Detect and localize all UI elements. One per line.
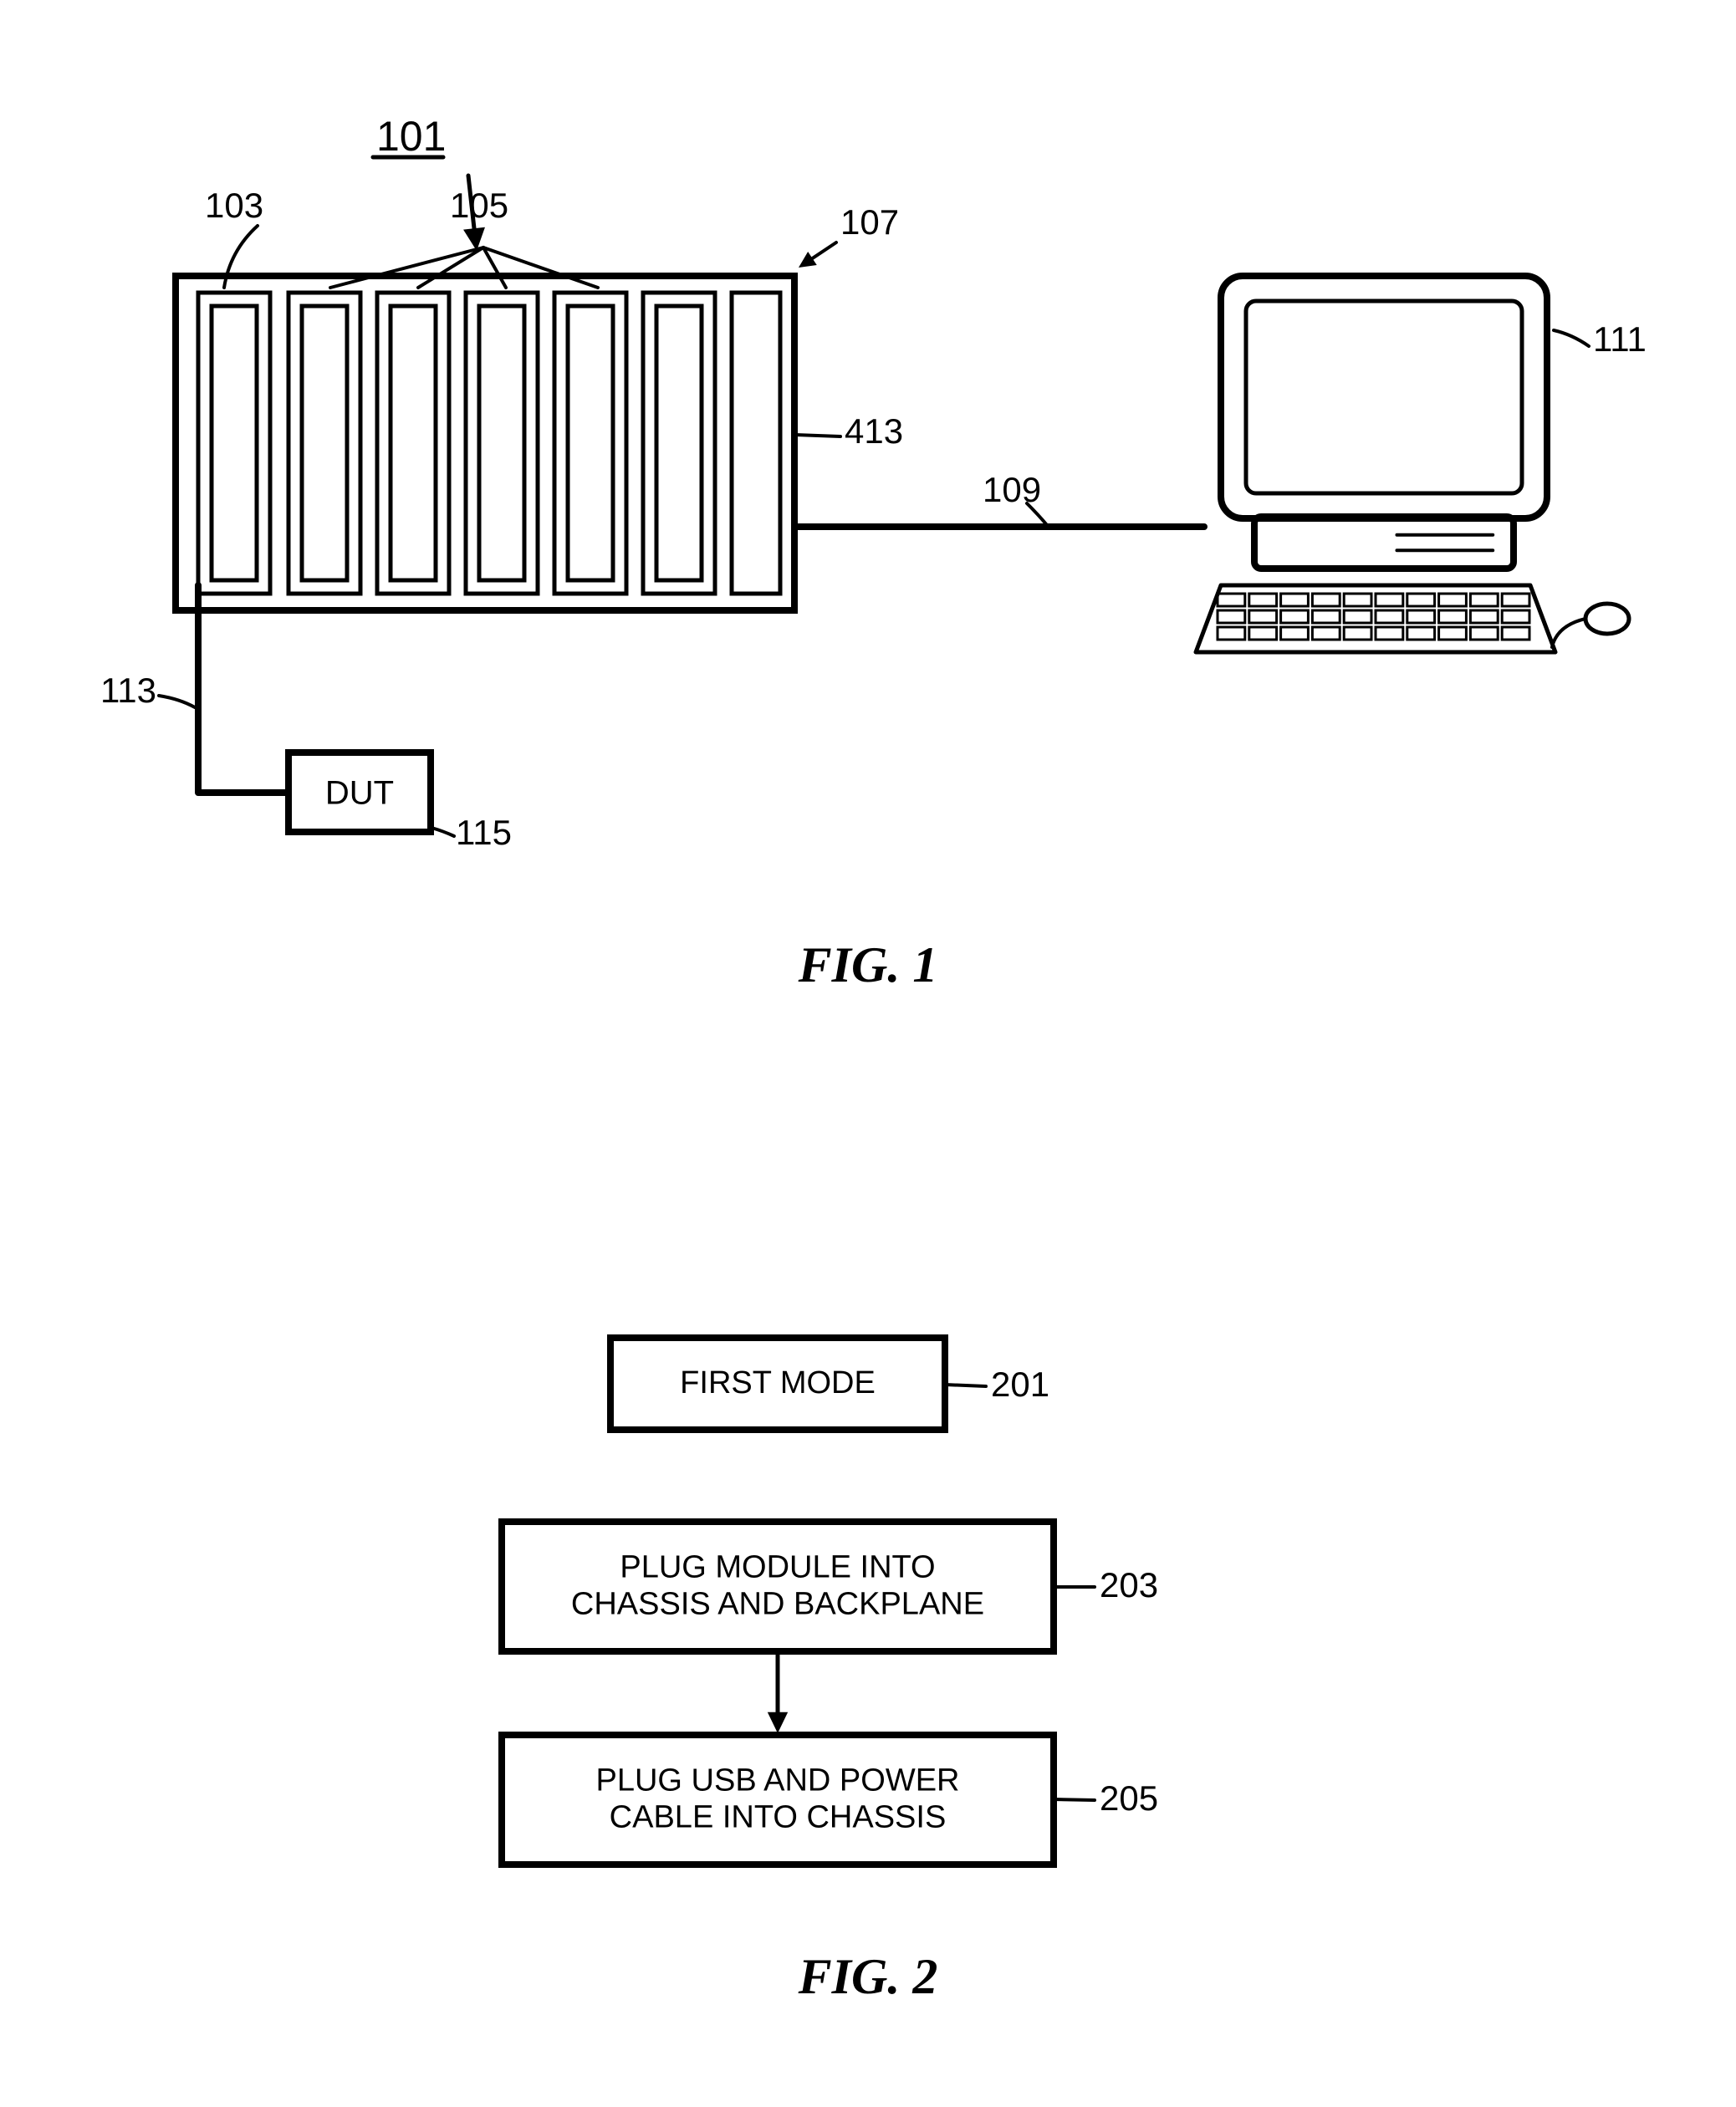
svg-text:115: 115	[456, 813, 512, 852]
svg-text:DUT: DUT	[325, 775, 394, 812]
svg-text:PLUG USB AND POWER: PLUG USB AND POWER	[596, 1763, 960, 1798]
svg-text:113: 113	[100, 671, 156, 710]
svg-text:413: 413	[845, 411, 903, 451]
svg-text:FIRST MODE: FIRST MODE	[680, 1365, 876, 1400]
fig1-title: FIG. 1	[0, 936, 1736, 994]
svg-text:203: 203	[1100, 1565, 1158, 1604]
svg-text:PLUG MODULE INTO: PLUG MODULE INTO	[620, 1550, 935, 1585]
svg-text:201: 201	[991, 1365, 1049, 1404]
svg-text:109: 109	[983, 470, 1041, 509]
svg-text:105: 105	[450, 186, 508, 225]
diagram-svg: DUT 101 103 105 107 413 109 111 113 115 FIRST MODE…	[0, 0, 1736, 2107]
svg-text:107: 107	[840, 202, 899, 242]
svg-text:CHASSIS AND BACKPLANE: CHASSIS AND BACKPLANE	[571, 1587, 984, 1622]
svg-text:205: 205	[1100, 1778, 1158, 1818]
svg-text:101: 101	[376, 113, 446, 160]
svg-text:103: 103	[205, 186, 263, 225]
svg-text:CABLE INTO CHASSIS: CABLE INTO CHASSIS	[610, 1800, 947, 1835]
svg-text:111: 111	[1593, 319, 1647, 359]
fig2-title: FIG. 2	[0, 1948, 1736, 2006]
